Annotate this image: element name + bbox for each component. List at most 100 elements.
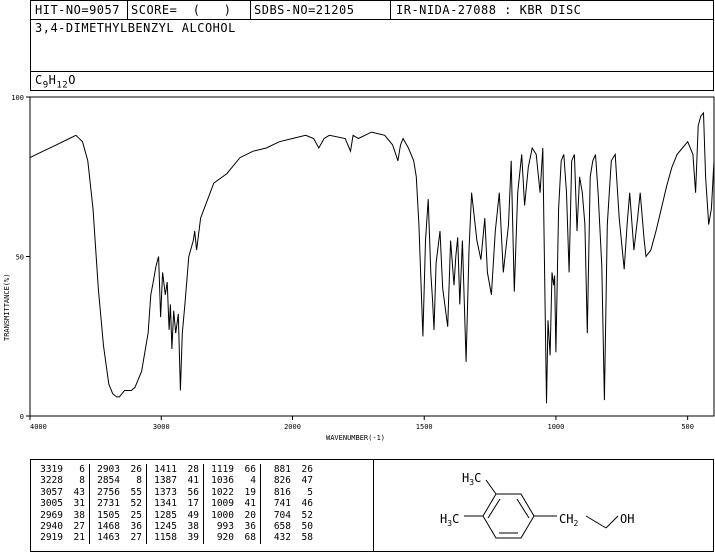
- peak-row: 2919 21 1463 27 1158 39 920 68 432 58: [33, 532, 317, 544]
- methyl-bond-top: [485, 479, 497, 495]
- peak-transmittance: 43: [63, 486, 90, 499]
- peak-transmittance: 6: [63, 464, 90, 476]
- peak-transmittance: 20: [234, 509, 261, 522]
- peak-transmittance: 26: [301, 464, 313, 475]
- peak-transmittance: 50: [301, 521, 313, 533]
- methyl-label-left: H3C: [440, 512, 459, 528]
- ch2-o-bond: [585, 515, 607, 529]
- header-block: HIT-NO=9057 SCORE= ( ) SDBS-NO=21205 IR-…: [0, 0, 715, 91]
- x-axis-label: WAVENUMBER(-1): [326, 434, 385, 442]
- peak-row: 2969 38 1505 25 1285 49 1000 20 704 52: [33, 509, 317, 522]
- ch2-label: CH2: [559, 512, 578, 528]
- peak-row: 2940 27 1468 36 1245 38 993 36 658 50: [33, 521, 317, 533]
- peak-transmittance: 38: [63, 509, 90, 522]
- y-axis-label: TRANSMITTANCE(%): [3, 274, 11, 341]
- peak-wavenumber: 1468: [97, 521, 120, 533]
- peak-transmittance: 36: [120, 521, 147, 533]
- peak-transmittance: 47: [301, 475, 313, 487]
- peak-wavenumber: 920: [216, 532, 234, 544]
- peak-transmittance: 27: [120, 532, 147, 544]
- peak-wavenumber: 1411: [154, 464, 177, 475]
- peak-transmittance: 41: [234, 498, 261, 510]
- peak-wavenumber: 658: [273, 521, 291, 533]
- peak-transmittance: 56: [177, 486, 204, 499]
- molecular-formula: C9H12O: [35, 73, 76, 91]
- peak-wavenumber: 1158: [154, 532, 177, 544]
- peak-transmittance: 66: [234, 464, 261, 476]
- peak-transmittance: 8: [120, 475, 147, 487]
- score: SCORE= ( ): [131, 3, 232, 17]
- peak-transmittance: 31: [63, 498, 90, 510]
- peak-transmittance: 52: [120, 498, 147, 510]
- peak-transmittance: 8: [63, 475, 90, 487]
- peak-transmittance: 39: [177, 532, 204, 544]
- peak-wavenumber: 3228: [40, 475, 63, 487]
- peak-row: 3319 6 2903 26 1411 28 1119 66 881 26: [33, 464, 317, 476]
- peak-wavenumber: 2903: [97, 464, 120, 475]
- peak-wavenumber: 1505: [97, 509, 120, 521]
- peak-transmittance: 5: [307, 486, 313, 498]
- peak-wavenumber: 3319: [40, 464, 63, 475]
- peak-wavenumber: 3005: [40, 498, 63, 510]
- x-tick-label: 1000: [548, 423, 565, 431]
- peak-wavenumber: 1119: [211, 464, 234, 475]
- peak-wavenumber: 2854: [97, 475, 120, 487]
- peak-transmittance: 49: [177, 509, 204, 522]
- peak-wavenumber: 1036: [211, 475, 234, 487]
- x-tick-label: 1500: [416, 423, 433, 431]
- peak-transmittance: 58: [301, 532, 313, 544]
- x-tick-label: 2000: [284, 423, 301, 431]
- peak-transmittance: 55: [120, 486, 147, 499]
- peak-transmittance: 46: [301, 498, 313, 510]
- y-tick-label: 50: [16, 254, 24, 262]
- sdbs-number: SDBS-NO=21205: [254, 3, 355, 17]
- o-h-bond: [605, 515, 619, 529]
- peak-wavenumber: 2940: [40, 521, 63, 533]
- peak-wavenumber: 704: [273, 509, 291, 521]
- header-divider: [250, 0, 251, 20]
- peak-transmittance: 27: [63, 521, 90, 533]
- peak-wavenumber: 2969: [40, 509, 63, 521]
- methyl-label-top: H3C: [462, 471, 481, 487]
- peak-wavenumber: 2756: [97, 486, 120, 498]
- benzene-ring: [464, 479, 619, 539]
- peak-row: 3005 31 2731 52 1341 17 1009 41 741 46: [33, 498, 317, 510]
- compound-name: 3,4-DIMETHYLBENZYL ALCOHOL: [35, 21, 236, 35]
- peak-wavenumber: 1009: [211, 498, 234, 510]
- oh-label: OH: [620, 512, 634, 526]
- peak-wavenumber: 816: [273, 486, 291, 498]
- peak-wavenumber: 3057: [40, 486, 63, 498]
- peak-wavenumber: 1373: [154, 486, 177, 498]
- peak-wavenumber: 1285: [154, 509, 177, 521]
- y-tick-label: 100: [11, 94, 24, 102]
- hit-number: HIT-NO=9057: [35, 3, 120, 17]
- peak-wavenumber: 1245: [154, 521, 177, 533]
- peak-transmittance: 52: [301, 509, 313, 521]
- peak-transmittance: 21: [63, 532, 90, 544]
- peak-transmittance: 28: [177, 464, 204, 476]
- peak-wavenumber: 1463: [97, 532, 120, 544]
- peak-row: 3057 43 2756 55 1373 56 1022 19 816 5: [33, 486, 317, 499]
- peak-wavenumber: 1022: [211, 486, 234, 498]
- peak-wavenumber: 993: [216, 521, 234, 533]
- peak-wavenumber: 1387: [154, 475, 177, 487]
- peak-wavenumber: 881: [273, 464, 291, 475]
- peak-wavenumber: 741: [273, 498, 291, 510]
- peak-wavenumber: 432: [273, 532, 291, 544]
- peak-wavenumber: 1000: [211, 509, 234, 521]
- peak-transmittance: 41: [177, 475, 204, 487]
- peak-wavenumber: 2731: [97, 498, 120, 510]
- x-tick-label: 4000: [30, 423, 47, 431]
- peak-wavenumber: 826: [273, 475, 291, 487]
- formula-box: [30, 71, 714, 91]
- peak-transmittance: 68: [234, 532, 261, 544]
- plot-frame: [29, 96, 715, 417]
- compound-name-box: [30, 19, 714, 72]
- x-tick-label: 500: [681, 423, 694, 431]
- header-divider: [390, 0, 391, 20]
- x-tick-label: 3000: [153, 423, 170, 431]
- peak-wavenumber: 2919: [40, 532, 63, 544]
- ir-spectrum-chart: 0 50 100 4000 3000 2000 1500 1000 500 TRANSMITT…: [3, 94, 715, 442]
- peak-table-box: 3319 6 2903 26 1411 28 1119 66 881 26 3228 8 2854 8 13…: [30, 459, 374, 552]
- peak-wavenumber: 1341: [154, 498, 177, 510]
